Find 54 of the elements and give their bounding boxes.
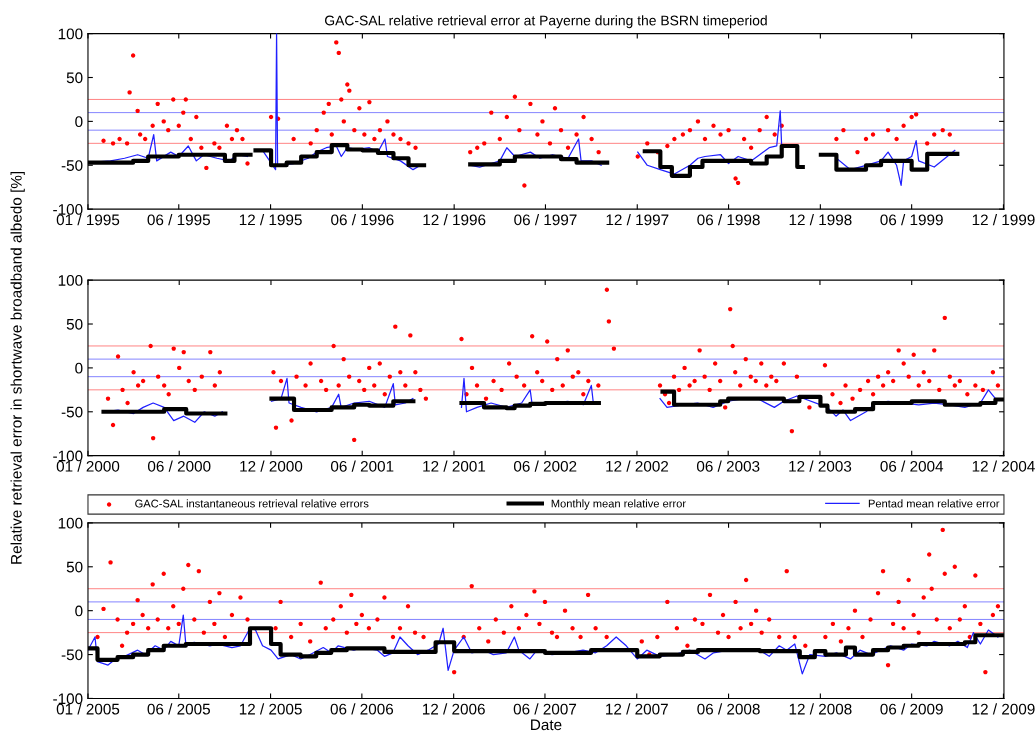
x-tick-label: 12 / 2007 xyxy=(606,703,668,715)
x-tick-label: 06 / 1997 xyxy=(514,214,577,226)
x-tick-label: 12 / 2000 xyxy=(240,460,303,472)
x-tick-label: 06 / 1998 xyxy=(697,214,760,226)
x-tick-label: 06 / 2009 xyxy=(880,703,943,715)
x-tick-label: 01 / 1995 xyxy=(56,214,120,226)
x-tick-label: 06 / 1995 xyxy=(147,214,210,226)
x-tick-label: 01 / 2000 xyxy=(56,460,120,472)
x-tick-label: 12 / 2002 xyxy=(606,460,669,472)
y-tick-label: -100 xyxy=(53,204,83,215)
y-tick-label: 100 xyxy=(58,28,83,40)
y-tick-label: 50 xyxy=(66,72,83,84)
x-tick-label: 12 / 1996 xyxy=(423,214,486,226)
chart-title: GAC-SAL relative retrieval error at Payerne during the BSRN timeperiod xyxy=(325,15,767,29)
y-tick-label: 0 xyxy=(75,362,83,374)
x-tick-label: 12 / 2001 xyxy=(423,460,486,472)
y-axis-title: Relative retrieval error in shortwave broadband albedo [%] xyxy=(10,171,25,564)
y-tick-label: 50 xyxy=(66,561,83,573)
x-axis-title: Date xyxy=(531,719,562,731)
y-tick-label: -100 xyxy=(53,450,83,462)
x-tick-label: 06 / 2007 xyxy=(513,703,577,715)
x-tick-label: 01 / 2005 xyxy=(56,703,120,715)
x-tick-label: 12 / 1995 xyxy=(239,214,302,226)
x-tick-label: 06 / 1996 xyxy=(331,214,394,226)
y-tick-label: 50 xyxy=(66,318,83,330)
x-tick-label: 12 / 2003 xyxy=(789,460,852,472)
x-tick-label: 12 / 1998 xyxy=(789,214,852,226)
x-tick-label: 06 / 2004 xyxy=(880,460,944,472)
y-tick-label: -50 xyxy=(61,406,83,418)
x-tick-label: 06 / 2005 xyxy=(147,703,210,715)
legend-label: Monthly mean relative error xyxy=(551,499,686,510)
x-tick-label: 06 / 2006 xyxy=(330,703,394,715)
x-tick-label: 06 / 2008 xyxy=(697,703,760,715)
x-tick-label: 12 / 2006 xyxy=(422,703,485,715)
x-tick-label: 06 / 1999 xyxy=(880,214,943,226)
y-tick-label: -50 xyxy=(61,649,83,661)
legend-label: Pentad mean relative error xyxy=(868,499,1000,508)
y-tick-label: -50 xyxy=(61,160,83,171)
y-tick-label: 100 xyxy=(58,517,83,529)
y-tick-label: 100 xyxy=(58,274,83,286)
x-tick-label: 06 / 2000 xyxy=(147,460,211,472)
x-tick-label: 12 / 2008 xyxy=(789,703,852,715)
x-tick-label: 06 / 2002 xyxy=(513,460,577,472)
x-tick-label: 06 / 2001 xyxy=(330,460,394,472)
x-tick-label: 12 / 1999 xyxy=(972,214,1035,226)
x-tick-label: 12 / 2009 xyxy=(972,703,1035,715)
x-tick-label: 12 / 1997 xyxy=(606,214,669,226)
x-tick-label: 06 / 2003 xyxy=(696,460,760,472)
y-tick-label: 0 xyxy=(75,116,83,128)
x-tick-label: 12 / 2005 xyxy=(239,703,302,715)
legend-label: GAC-SAL instantaneous retrieval relative errors xyxy=(135,499,369,508)
x-tick-label: 12 / 2004 xyxy=(972,460,1035,472)
y-tick-label: 0 xyxy=(75,605,83,617)
y-tick-label: -100 xyxy=(53,693,83,705)
